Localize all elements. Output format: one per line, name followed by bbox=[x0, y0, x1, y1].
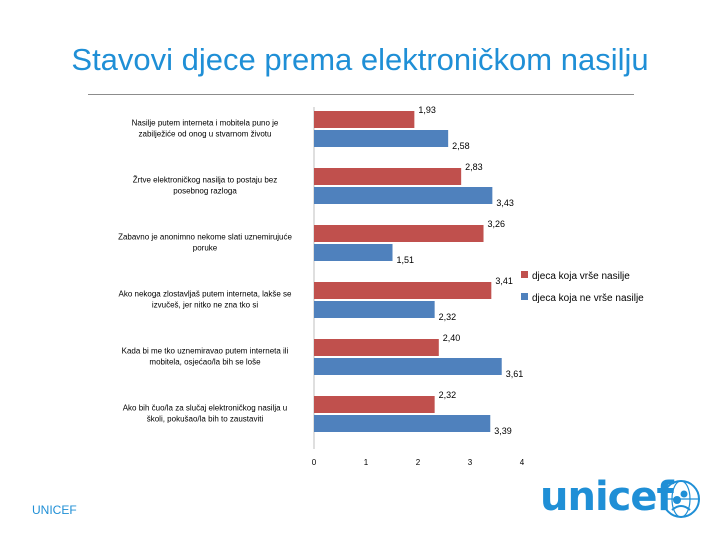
bar-bully bbox=[314, 282, 492, 299]
bar-bully bbox=[314, 339, 439, 356]
data-label: 3,39 bbox=[494, 426, 512, 436]
category-label: Kada bi me tko uznemiravao putem interne… bbox=[122, 347, 289, 367]
title-divider bbox=[88, 94, 634, 95]
bar-bully bbox=[314, 168, 462, 185]
legend-swatch bbox=[521, 293, 528, 300]
slide-title: Stavovi djece prema elektroničkom nasilj… bbox=[71, 42, 649, 77]
category-label: Zabavno je anonimno nekome slati uznemir… bbox=[118, 233, 292, 253]
bar-non-bully bbox=[314, 130, 449, 147]
x-tick-label: 0 bbox=[312, 458, 317, 467]
data-label: 2,32 bbox=[439, 312, 457, 322]
category-label: Žrtve elektroničkog nasilja to postaju b… bbox=[133, 176, 278, 196]
data-label: 2,32 bbox=[439, 390, 457, 400]
data-label: 3,41 bbox=[495, 276, 513, 286]
bar-non-bully bbox=[314, 244, 393, 261]
legend-label: djeca koja vrše nasilje bbox=[532, 271, 630, 282]
bar-non-bully bbox=[314, 187, 493, 204]
bar-non-bully bbox=[314, 301, 435, 318]
x-tick-label: 2 bbox=[416, 458, 421, 467]
unicef-logo: unicef bbox=[540, 474, 700, 524]
x-tick-label: 4 bbox=[520, 458, 525, 467]
x-tick-label: 3 bbox=[468, 458, 473, 467]
data-label: 3,43 bbox=[496, 198, 514, 208]
footer-text: UNICEF bbox=[32, 503, 77, 517]
logo-wordmark: unicef bbox=[540, 474, 674, 520]
bar-bully bbox=[314, 225, 484, 242]
bar-non-bully bbox=[314, 358, 502, 375]
data-label: 1,93 bbox=[418, 105, 436, 115]
category-label: Nasilje putem interneta i mobitela puno … bbox=[132, 119, 279, 139]
data-label: 3,26 bbox=[488, 219, 506, 229]
bar-non-bully bbox=[314, 415, 491, 432]
category-label: Ako bih čuo/la za slučaj elektroničkog n… bbox=[123, 404, 288, 424]
data-label: 3,61 bbox=[506, 369, 524, 379]
x-tick-label: 1 bbox=[364, 458, 369, 467]
legend-label: djeca koja ne vrše nasilje bbox=[532, 293, 644, 304]
data-label: 2,40 bbox=[443, 333, 461, 343]
legend-swatch bbox=[521, 271, 528, 278]
data-label: 2,58 bbox=[452, 141, 470, 151]
bar-bully bbox=[314, 396, 435, 413]
unicef-emblem-icon bbox=[662, 480, 700, 518]
category-label: Ako nekoga zlostavljaš putem interneta, … bbox=[119, 290, 293, 310]
bar-bully bbox=[314, 111, 415, 128]
data-label: 2,83 bbox=[465, 162, 483, 172]
data-label: 1,51 bbox=[397, 255, 415, 265]
